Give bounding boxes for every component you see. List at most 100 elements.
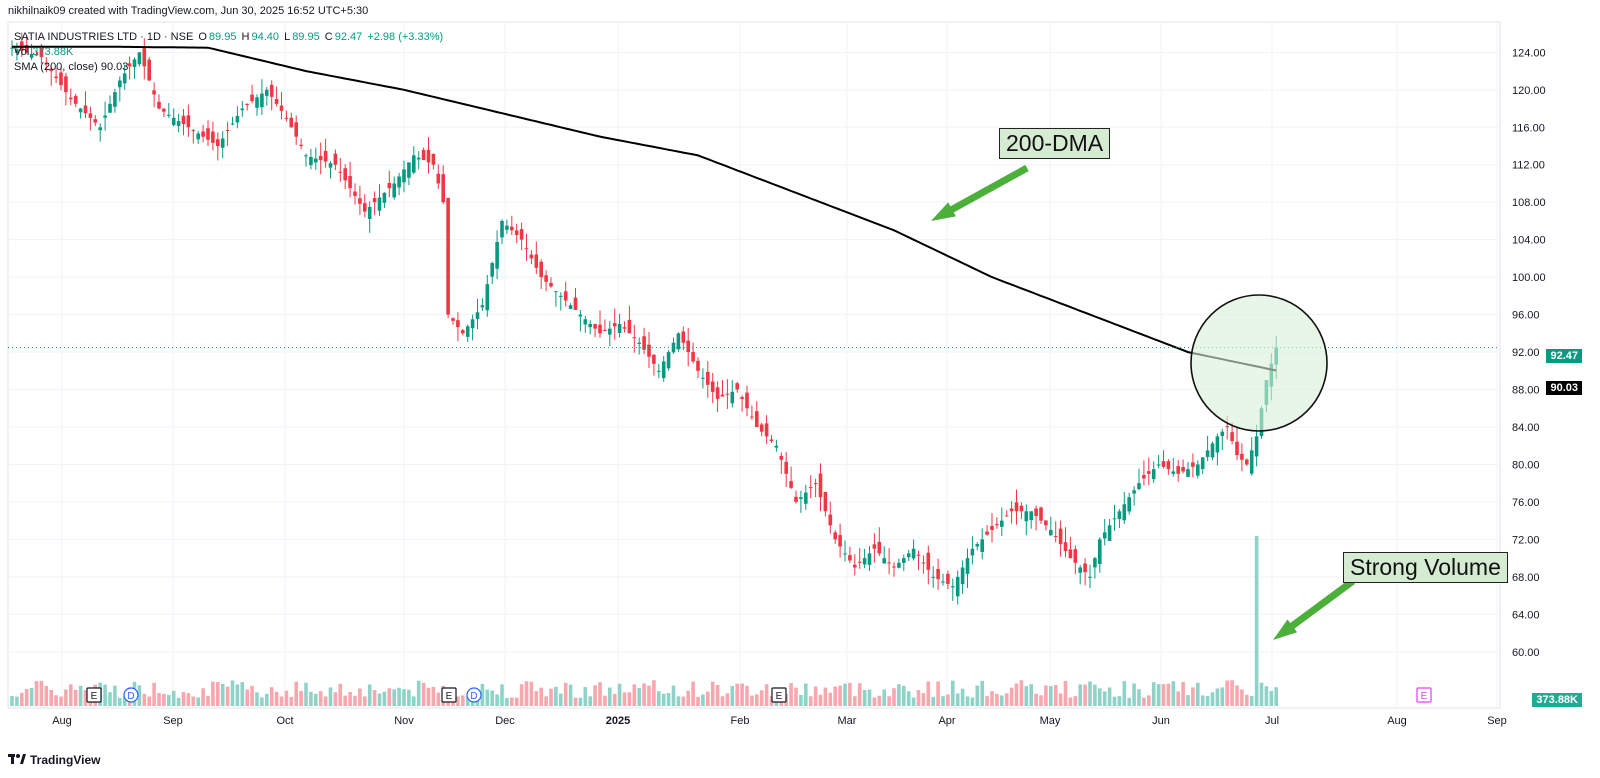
candle-body (666, 352, 671, 369)
volume-bar (872, 697, 877, 706)
volume-bar (289, 696, 294, 706)
candle-body (833, 532, 837, 540)
volume-bar (549, 688, 553, 706)
candle-body (436, 173, 441, 184)
candle-body (510, 226, 514, 231)
y-tick-label: 112.00 (1512, 160, 1545, 172)
volume-bar (946, 694, 950, 706)
candle-body (514, 230, 519, 235)
candle-body (583, 319, 588, 325)
volume-bar (358, 688, 362, 706)
candle-body (1102, 532, 1107, 539)
volume-bar (461, 695, 465, 706)
candle-body (573, 297, 578, 310)
earnings-marker-icon (86, 687, 102, 703)
volume-bar (1200, 695, 1205, 706)
volume-bar (808, 696, 813, 706)
candle-body (83, 105, 88, 114)
volume-bar (29, 687, 34, 706)
volume-bar (828, 692, 833, 706)
volume-bar (436, 692, 441, 706)
candle-body (642, 336, 646, 350)
volume-bar (652, 680, 656, 706)
candle-body (681, 331, 686, 343)
candle-body (294, 122, 298, 137)
candle-body (441, 174, 445, 203)
candle-body (794, 496, 798, 502)
candle-body (451, 318, 455, 321)
volume-bar (686, 690, 690, 706)
volume-bar (1102, 691, 1107, 706)
candle-body (568, 305, 573, 309)
volume-bar (1215, 688, 1220, 706)
candle-body (755, 411, 759, 427)
volume-bar (691, 681, 695, 706)
candle-body (725, 393, 730, 395)
volume-bar (24, 689, 29, 706)
candle-body (995, 524, 999, 526)
candle-body (892, 566, 896, 568)
candle-body (353, 191, 357, 196)
volume-bar (848, 682, 852, 706)
candle-body (10, 47, 14, 49)
candle-body (960, 567, 965, 585)
highlight-circle (1190, 294, 1328, 432)
volume-bar (603, 695, 607, 706)
y-tick-label: 92.00 (1512, 347, 1540, 359)
volume-bar (965, 696, 970, 706)
earnings-marker-label: E (91, 691, 98, 702)
candle-body (314, 158, 318, 163)
candle-body (588, 323, 592, 328)
volume-bar (348, 691, 352, 706)
volume-bar (1117, 696, 1122, 706)
volume-bar (142, 693, 147, 706)
earnings-marker-label: E (446, 691, 453, 702)
candle-body (715, 387, 720, 399)
volume-bar (1063, 680, 1068, 706)
volume-bar (265, 693, 269, 706)
symbol-name: SATIA INDUSTRIES LTD · 1D · NSE (14, 31, 194, 43)
volume-bar (353, 695, 357, 706)
candle-body (931, 576, 935, 578)
volume-bar (1024, 686, 1029, 706)
x-tick-label: Feb (731, 715, 750, 727)
volume-tag: 373.88K (1532, 693, 1582, 707)
volume-bar (578, 697, 583, 706)
y-tick-label: 64.00 (1512, 609, 1540, 621)
volume-bar (838, 685, 842, 706)
candle-body (152, 90, 156, 95)
candle-body (1161, 461, 1166, 467)
volume-bar (906, 691, 911, 706)
candle-body (211, 131, 215, 143)
candle-body (505, 225, 509, 230)
candle-body (774, 445, 779, 448)
volume-bar (936, 681, 940, 706)
x-tick-label: Sep (1487, 715, 1507, 727)
volume-bar (750, 695, 754, 706)
volume-bar (897, 684, 901, 706)
candle-body (122, 73, 127, 84)
volume-bar (108, 692, 112, 706)
candle-body (59, 72, 63, 86)
candle-body (539, 261, 543, 278)
volume-bar (725, 693, 730, 706)
x-tick-label: Aug (52, 715, 72, 727)
volume-bar (1147, 695, 1151, 706)
volume-bar (333, 692, 338, 706)
volume-bar (1191, 687, 1195, 706)
volume-bar (83, 690, 88, 706)
volume-bar (220, 683, 225, 706)
candle-body (867, 553, 872, 565)
volume-bar (201, 688, 205, 706)
volume-bar (1151, 682, 1156, 706)
volume-bar (240, 682, 245, 706)
candle-body (1210, 443, 1215, 458)
volume-bar (789, 683, 793, 706)
candle-body (421, 150, 426, 161)
volume-bar (1004, 693, 1009, 706)
candle-body (661, 361, 666, 379)
volume-bar (113, 685, 117, 706)
volume-bar (990, 691, 994, 706)
volume-bar (666, 693, 671, 706)
